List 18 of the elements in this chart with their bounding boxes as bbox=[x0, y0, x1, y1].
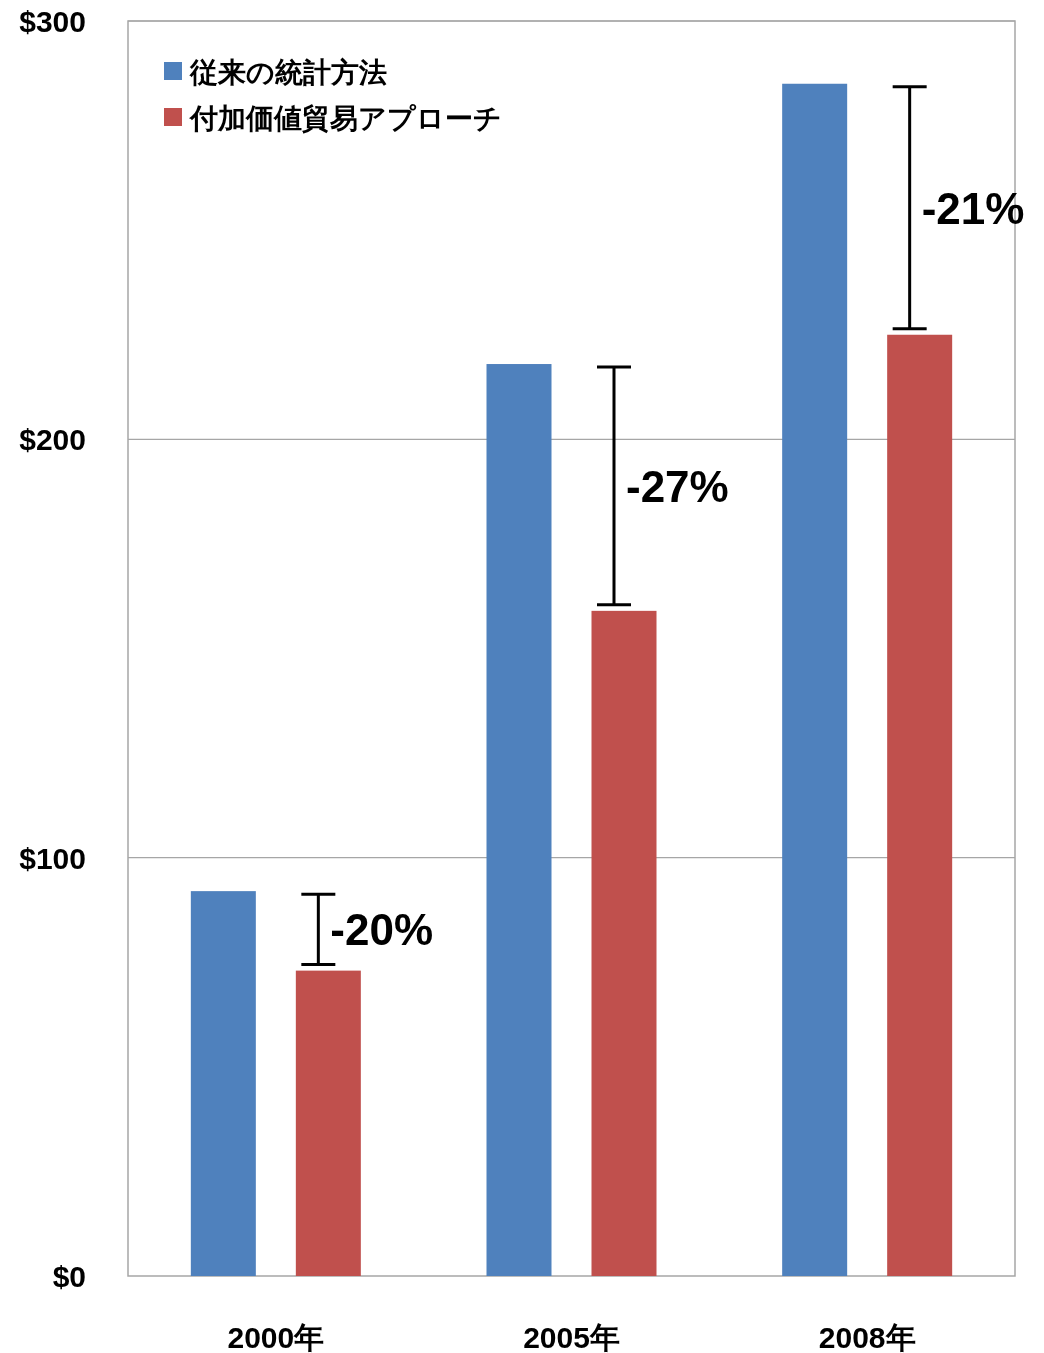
legend-label: 従来の統計方法 bbox=[189, 57, 387, 88]
bar bbox=[782, 83, 848, 1276]
y-tick-label: $0 bbox=[52, 1260, 86, 1293]
annotation: -27% bbox=[626, 461, 729, 511]
bar bbox=[887, 334, 953, 1276]
y-tick-label: $200 bbox=[19, 423, 86, 457]
annotation: -21% bbox=[921, 183, 1025, 233]
bar bbox=[591, 610, 657, 1276]
bar bbox=[486, 364, 552, 1276]
bar bbox=[190, 891, 256, 1276]
x-tick-label: 2000年 bbox=[227, 1321, 325, 1353]
bar bbox=[295, 970, 361, 1276]
x-tick-label: 2008年 bbox=[818, 1321, 916, 1353]
legend-label: 付加価値貿易アプローチ bbox=[188, 103, 502, 134]
annotation: -20% bbox=[330, 905, 434, 955]
x-tick-label: 2005年 bbox=[523, 1321, 620, 1353]
y-tick-label: $300 bbox=[19, 5, 86, 38]
y-tick-label: $100 bbox=[19, 841, 86, 875]
